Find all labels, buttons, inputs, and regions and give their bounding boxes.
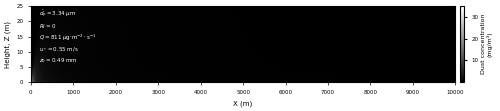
Y-axis label: Dust concentration
(mg/m³): Dust concentration (mg/m³) [481, 14, 493, 74]
X-axis label: X (m): X (m) [234, 100, 252, 107]
Text: $\bar{d}_p = 3.34\ \mu$m
$Ri = 0$
$Q = 811\ \mu$g$\cdot$m$^{-2}\cdot$s$^{-1}$
$u: $\bar{d}_p = 3.34\ \mu$m $Ri = 0$ $Q = 8… [40, 8, 97, 65]
Y-axis label: Height, Z (m): Height, Z (m) [4, 21, 10, 68]
